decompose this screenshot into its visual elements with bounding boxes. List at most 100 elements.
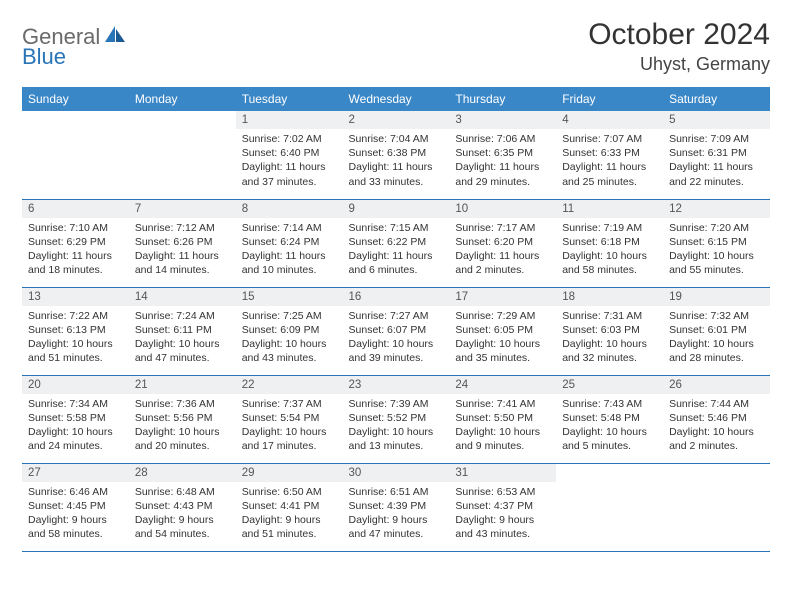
- day-details: Sunrise: 7:12 AMSunset: 6:26 PMDaylight:…: [129, 218, 236, 282]
- day-number: 9: [343, 200, 450, 218]
- calendar-day-cell: 29Sunrise: 6:50 AMSunset: 4:41 PMDayligh…: [236, 463, 343, 551]
- day-details: Sunrise: 7:37 AMSunset: 5:54 PMDaylight:…: [236, 394, 343, 458]
- day-details: Sunrise: 7:15 AMSunset: 6:22 PMDaylight:…: [343, 218, 450, 282]
- calendar-day-cell: 24Sunrise: 7:41 AMSunset: 5:50 PMDayligh…: [449, 375, 556, 463]
- day-number: 14: [129, 288, 236, 306]
- day-number: 6: [22, 200, 129, 218]
- calendar-day-cell: 13Sunrise: 7:22 AMSunset: 6:13 PMDayligh…: [22, 287, 129, 375]
- calendar-day-cell: 12Sunrise: 7:20 AMSunset: 6:15 PMDayligh…: [663, 199, 770, 287]
- day-details: Sunrise: 7:39 AMSunset: 5:52 PMDaylight:…: [343, 394, 450, 458]
- calendar-day-cell: 14Sunrise: 7:24 AMSunset: 6:11 PMDayligh…: [129, 287, 236, 375]
- day-details: Sunrise: 7:14 AMSunset: 6:24 PMDaylight:…: [236, 218, 343, 282]
- day-number: 27: [22, 464, 129, 482]
- calendar-week-row: 13Sunrise: 7:22 AMSunset: 6:13 PMDayligh…: [22, 287, 770, 375]
- calendar-day-cell: 9Sunrise: 7:15 AMSunset: 6:22 PMDaylight…: [343, 199, 450, 287]
- day-details: Sunrise: 7:25 AMSunset: 6:09 PMDaylight:…: [236, 306, 343, 370]
- calendar-day-cell: 10Sunrise: 7:17 AMSunset: 6:20 PMDayligh…: [449, 199, 556, 287]
- day-details: Sunrise: 7:22 AMSunset: 6:13 PMDaylight:…: [22, 306, 129, 370]
- day-details: Sunrise: 7:10 AMSunset: 6:29 PMDaylight:…: [22, 218, 129, 282]
- day-details: Sunrise: 7:41 AMSunset: 5:50 PMDaylight:…: [449, 394, 556, 458]
- brand-part2: Blue: [22, 44, 66, 69]
- day-number: 17: [449, 288, 556, 306]
- day-number: 29: [236, 464, 343, 482]
- day-number: 7: [129, 200, 236, 218]
- day-number: 30: [343, 464, 450, 482]
- sail-icon: [104, 25, 126, 50]
- calendar-day-cell: 26Sunrise: 7:44 AMSunset: 5:46 PMDayligh…: [663, 375, 770, 463]
- calendar-header-row: SundayMondayTuesdayWednesdayThursdayFrid…: [22, 87, 770, 111]
- day-details: Sunrise: 6:48 AMSunset: 4:43 PMDaylight:…: [129, 482, 236, 546]
- day-number: 23: [343, 376, 450, 394]
- day-details: Sunrise: 6:50 AMSunset: 4:41 PMDaylight:…: [236, 482, 343, 546]
- day-number: 16: [343, 288, 450, 306]
- calendar-day-cell: 4Sunrise: 7:07 AMSunset: 6:33 PMDaylight…: [556, 111, 663, 199]
- calendar-day-cell: 5Sunrise: 7:09 AMSunset: 6:31 PMDaylight…: [663, 111, 770, 199]
- day-number: 3: [449, 111, 556, 129]
- day-number: 24: [449, 376, 556, 394]
- day-details: Sunrise: 7:43 AMSunset: 5:48 PMDaylight:…: [556, 394, 663, 458]
- calendar-day-cell: 30Sunrise: 6:51 AMSunset: 4:39 PMDayligh…: [343, 463, 450, 551]
- calendar-day-cell: 16Sunrise: 7:27 AMSunset: 6:07 PMDayligh…: [343, 287, 450, 375]
- day-header: Saturday: [663, 87, 770, 111]
- day-number: 4: [556, 111, 663, 129]
- day-details: Sunrise: 7:17 AMSunset: 6:20 PMDaylight:…: [449, 218, 556, 282]
- day-number: 26: [663, 376, 770, 394]
- calendar-day-cell: 17Sunrise: 7:29 AMSunset: 6:05 PMDayligh…: [449, 287, 556, 375]
- day-details: Sunrise: 7:19 AMSunset: 6:18 PMDaylight:…: [556, 218, 663, 282]
- calendar-week-row: 20Sunrise: 7:34 AMSunset: 5:58 PMDayligh…: [22, 375, 770, 463]
- day-number: 28: [129, 464, 236, 482]
- calendar-day-cell: 2Sunrise: 7:04 AMSunset: 6:38 PMDaylight…: [343, 111, 450, 199]
- calendar-day-cell: ..: [22, 111, 129, 199]
- day-details: Sunrise: 7:20 AMSunset: 6:15 PMDaylight:…: [663, 218, 770, 282]
- calendar-day-cell: 15Sunrise: 7:25 AMSunset: 6:09 PMDayligh…: [236, 287, 343, 375]
- calendar-day-cell: 6Sunrise: 7:10 AMSunset: 6:29 PMDaylight…: [22, 199, 129, 287]
- day-details: Sunrise: 7:44 AMSunset: 5:46 PMDaylight:…: [663, 394, 770, 458]
- day-header: Thursday: [449, 87, 556, 111]
- calendar-day-cell: 31Sunrise: 6:53 AMSunset: 4:37 PMDayligh…: [449, 463, 556, 551]
- calendar-body: .... 1Sunrise: 7:02 AMSunset: 6:40 PMDayl…: [22, 111, 770, 551]
- day-header: Wednesday: [343, 87, 450, 111]
- calendar-day-cell: 28Sunrise: 6:48 AMSunset: 4:43 PMDayligh…: [129, 463, 236, 551]
- calendar-week-row: ....1Sunrise: 7:02 AMSunset: 6:40 PMDayl…: [22, 111, 770, 199]
- day-details: Sunrise: 7:04 AMSunset: 6:38 PMDaylight:…: [343, 129, 450, 193]
- header: General October 2024 Uhyst, Germany: [22, 18, 770, 75]
- day-number: 20: [22, 376, 129, 394]
- day-number: 25: [556, 376, 663, 394]
- calendar-week-row: 27Sunrise: 6:46 AMSunset: 4:45 PMDayligh…: [22, 463, 770, 551]
- day-number: 22: [236, 376, 343, 394]
- day-details: Sunrise: 7:02 AMSunset: 6:40 PMDaylight:…: [236, 129, 343, 193]
- calendar-day-cell: 1Sunrise: 7:02 AMSunset: 6:40 PMDaylight…: [236, 111, 343, 199]
- calendar-day-cell: 25Sunrise: 7:43 AMSunset: 5:48 PMDayligh…: [556, 375, 663, 463]
- calendar-day-cell: 20Sunrise: 7:34 AMSunset: 5:58 PMDayligh…: [22, 375, 129, 463]
- day-header: Sunday: [22, 87, 129, 111]
- day-details: Sunrise: 7:27 AMSunset: 6:07 PMDaylight:…: [343, 306, 450, 370]
- day-number: 13: [22, 288, 129, 306]
- day-number: 21: [129, 376, 236, 394]
- calendar-day-cell: 23Sunrise: 7:39 AMSunset: 5:52 PMDayligh…: [343, 375, 450, 463]
- calendar-day-cell: 21Sunrise: 7:36 AMSunset: 5:56 PMDayligh…: [129, 375, 236, 463]
- day-header: Tuesday: [236, 87, 343, 111]
- day-number: 19: [663, 288, 770, 306]
- calendar-table: SundayMondayTuesdayWednesdayThursdayFrid…: [22, 87, 770, 552]
- day-details: Sunrise: 7:29 AMSunset: 6:05 PMDaylight:…: [449, 306, 556, 370]
- day-details: Sunrise: 7:32 AMSunset: 6:01 PMDaylight:…: [663, 306, 770, 370]
- day-details: Sunrise: 7:34 AMSunset: 5:58 PMDaylight:…: [22, 394, 129, 458]
- title-block: October 2024 Uhyst, Germany: [588, 18, 770, 75]
- day-details: Sunrise: 7:07 AMSunset: 6:33 PMDaylight:…: [556, 129, 663, 193]
- day-details: Sunrise: 7:31 AMSunset: 6:03 PMDaylight:…: [556, 306, 663, 370]
- calendar-day-cell: 8Sunrise: 7:14 AMSunset: 6:24 PMDaylight…: [236, 199, 343, 287]
- day-header: Monday: [129, 87, 236, 111]
- day-details: Sunrise: 7:06 AMSunset: 6:35 PMDaylight:…: [449, 129, 556, 193]
- day-details: Sunrise: 7:09 AMSunset: 6:31 PMDaylight:…: [663, 129, 770, 193]
- location: Uhyst, Germany: [588, 54, 770, 75]
- calendar-day-cell: 22Sunrise: 7:37 AMSunset: 5:54 PMDayligh…: [236, 375, 343, 463]
- calendar-week-row: 6Sunrise: 7:10 AMSunset: 6:29 PMDaylight…: [22, 199, 770, 287]
- day-number: 1: [236, 111, 343, 129]
- calendar-day-cell: ..: [556, 463, 663, 551]
- day-number: 12: [663, 200, 770, 218]
- calendar-day-cell: 7Sunrise: 7:12 AMSunset: 6:26 PMDaylight…: [129, 199, 236, 287]
- day-number: 8: [236, 200, 343, 218]
- day-number: 5: [663, 111, 770, 129]
- day-number: 10: [449, 200, 556, 218]
- calendar-day-cell: 27Sunrise: 6:46 AMSunset: 4:45 PMDayligh…: [22, 463, 129, 551]
